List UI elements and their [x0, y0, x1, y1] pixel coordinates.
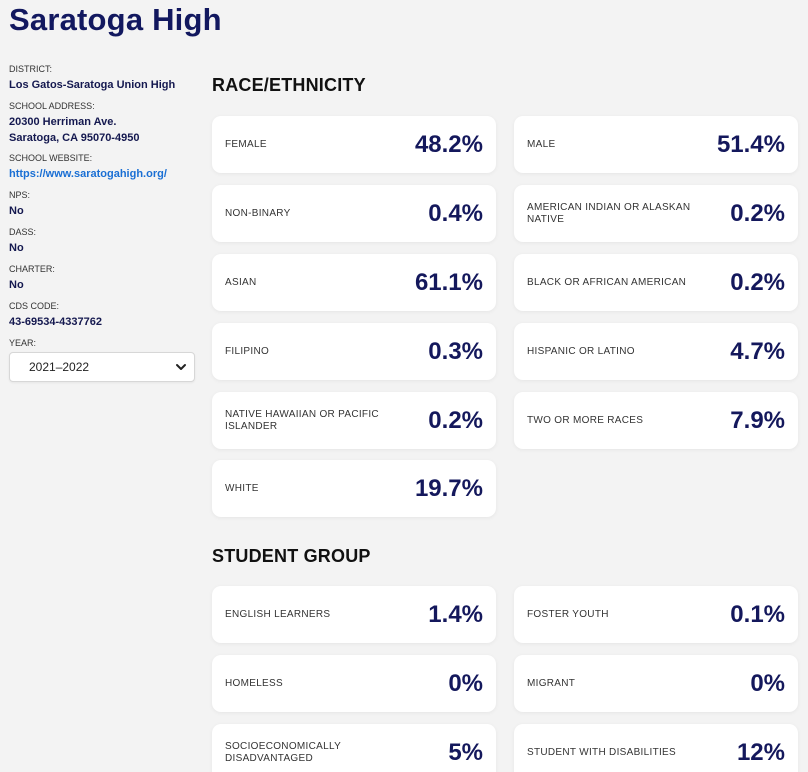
stat-card-non-binary: NON-BINARY 0.4% [212, 185, 496, 242]
stat-card-english-learners: ENGLISH LEARNERS 1.4% [212, 586, 496, 643]
stat-value: 1.4% [428, 600, 483, 628]
stat-value: 0.3% [428, 337, 483, 365]
dass-label: DASS: [9, 227, 37, 237]
stat-card-female: FEMALE 48.2% [212, 116, 496, 173]
nps-value: No [9, 205, 24, 217]
stat-label: AMERICAN INDIAN OR ALASKAN NATIVE [527, 201, 691, 225]
stat-card-asian: ASIAN 61.1% [212, 254, 496, 311]
nps-label: NPS: [9, 190, 31, 200]
charter-value: No [9, 279, 24, 291]
stat-value: 0.2% [730, 199, 785, 227]
stat-card-male: MALE 51.4% [514, 116, 798, 173]
stat-label: SOCIOECONOMICALLY DISADVANTAGED [225, 740, 341, 764]
dass-value: No [9, 242, 24, 254]
year-selected-value: 2021–2022 [29, 360, 90, 374]
stat-label: FEMALE [225, 138, 267, 150]
stat-card-socioeconomically-disadvantaged: SOCIOECONOMICALLY DISADVANTAGED 5% [212, 724, 496, 772]
stat-label: MIGRANT [527, 677, 576, 689]
cds-code-field: CDS CODE: 43-69534-4337762 [9, 300, 199, 330]
address-field: SCHOOL ADDRESS: 20300 Herriman Ave. Sara… [9, 100, 199, 146]
stat-label: WHITE [225, 482, 259, 494]
student-group-title: STUDENT GROUP [212, 546, 371, 566]
stat-value: 0% [750, 669, 785, 697]
stat-value: 12% [736, 738, 785, 766]
stat-card-foster-youth: FOSTER YOUTH 0.1% [514, 586, 798, 643]
stat-label: FILIPINO [225, 345, 270, 357]
stat-value: 61.1% [414, 268, 483, 296]
stat-card-black: BLACK OR AFRICAN AMERICAN 0.2% [514, 254, 798, 311]
stat-label: BLACK OR AFRICAN AMERICAN [527, 276, 687, 288]
stat-card-two-or-more: TWO OR MORE RACES 7.9% [514, 392, 798, 449]
stat-value: 4.7% [730, 337, 785, 365]
stat-card-students-with-disabilities: STUDENT WITH DISABILITIES 12% [514, 724, 798, 772]
stat-label: HOMELESS [225, 677, 283, 689]
charter-field: CHARTER: No [9, 263, 199, 293]
year-field: YEAR: 2021–2022 [9, 337, 199, 382]
stat-label: NON-BINARY [225, 207, 291, 219]
chevron-down-icon [176, 364, 186, 370]
stat-card-hispanic: HISPANIC OR LATINO 4.7% [514, 323, 798, 380]
stat-label: ENGLISH LEARNERS [225, 608, 331, 620]
page-title: Saratoga High [9, 2, 222, 37]
stat-value: 7.9% [730, 406, 785, 434]
stat-card-pacific-islander: NATIVE HAWAIIAN OR PACIFIC ISLANDER 0.2% [212, 392, 496, 449]
district-field: DISTRICT: Los Gatos-Saratoga Union High [9, 63, 199, 93]
stat-card-american-indian: AMERICAN INDIAN OR ALASKAN NATIVE 0.2% [514, 185, 798, 242]
address-label: SCHOOL ADDRESS: [9, 101, 95, 111]
stat-label: MALE [527, 138, 556, 150]
website-field: SCHOOL WEBSITE: https://www.saratogahigh… [9, 152, 199, 182]
address-line-1: 20300 Herriman Ave. [9, 116, 117, 128]
stat-value: 0% [448, 669, 483, 697]
stat-label: ASIAN [225, 276, 257, 288]
charter-label: CHARTER: [9, 264, 55, 274]
address-value: 20300 Herriman Ave. Saratoga, CA 95070-4… [9, 114, 199, 146]
stat-label: STUDENT WITH DISABILITIES [527, 746, 676, 758]
stat-value: 19.7% [414, 474, 483, 502]
stat-label: NATIVE HAWAIIAN OR PACIFIC ISLANDER [225, 408, 379, 432]
dass-field: DASS: No [9, 226, 199, 256]
website-link[interactable]: https://www.saratogahigh.org/ [9, 168, 167, 180]
stat-label: TWO OR MORE RACES [527, 414, 644, 426]
address-line-2: Saratoga, CA 95070-4950 [9, 132, 140, 144]
year-select[interactable]: 2021–2022 [9, 352, 195, 382]
stat-card-white: WHITE 19.7% [212, 460, 496, 517]
school-info-sidebar: DISTRICT: Los Gatos-Saratoga Union High … [9, 63, 199, 382]
district-value: Los Gatos-Saratoga Union High [9, 79, 176, 91]
stat-value: 0.1% [730, 600, 785, 628]
stat-value: 48.2% [414, 130, 483, 158]
stat-card-migrant: MIGRANT 0% [514, 655, 798, 712]
cds-code-value: 43-69534-4337762 [9, 316, 102, 328]
year-label: YEAR: [9, 338, 37, 348]
cds-code-label: CDS CODE: [9, 301, 60, 311]
race-ethnicity-title: RACE/ETHNICITY [212, 75, 366, 95]
stat-value: 0.2% [730, 268, 785, 296]
stat-value: 51.4% [716, 130, 785, 158]
district-label: DISTRICT: [9, 64, 53, 74]
stat-card-homeless: HOMELESS 0% [212, 655, 496, 712]
stat-card-filipino: FILIPINO 0.3% [212, 323, 496, 380]
nps-field: NPS: No [9, 189, 199, 219]
stat-label: HISPANIC OR LATINO [527, 345, 635, 357]
stat-label: FOSTER YOUTH [527, 608, 609, 620]
stat-value: 0.4% [428, 199, 483, 227]
stat-value: 5% [448, 738, 483, 766]
stat-value: 0.2% [428, 406, 483, 434]
website-label: SCHOOL WEBSITE: [9, 153, 93, 163]
